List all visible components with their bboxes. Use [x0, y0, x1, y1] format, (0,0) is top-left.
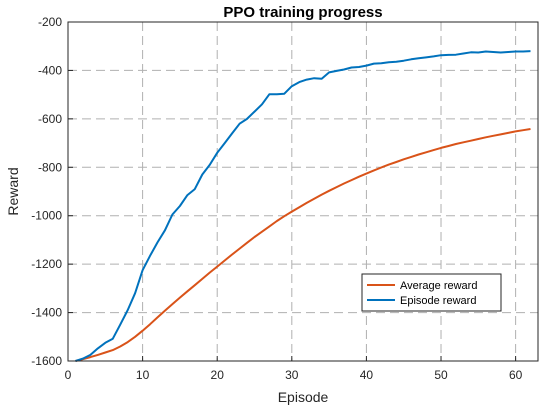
y-tick-label: -1400 [31, 306, 62, 320]
x-tick-label: 50 [434, 368, 448, 382]
series-line-episode-reward [75, 50, 531, 362]
series-line-average-reward [75, 128, 531, 362]
x-tick-label: 60 [509, 368, 523, 382]
y-axis-label: Reward [5, 167, 21, 215]
legend: Average reward Episode reward [361, 273, 502, 312]
x-tick-label: 20 [211, 368, 225, 382]
chart-title: PPO training progress [223, 4, 382, 21]
legend-label-episode-reward: Episode reward [400, 295, 476, 307]
x-tick-label: 10 [136, 368, 150, 382]
x-axis-label: Episode [278, 389, 329, 405]
y-tick-label: -1200 [31, 257, 62, 271]
axes-box [67, 21, 539, 362]
x-tick-label: 40 [360, 368, 374, 382]
y-tick-label: -600 [38, 112, 62, 126]
x-tick-label: 0 [65, 368, 72, 382]
y-tick-label: -200 [38, 15, 62, 29]
y-tick-label: -400 [38, 63, 62, 77]
y-tick-label: -1000 [31, 209, 62, 223]
legend-label-average-reward: Average reward [400, 280, 477, 292]
x-tick-label: 30 [285, 368, 299, 382]
y-tick-label: -1600 [31, 354, 62, 368]
y-tick-label: -800 [38, 160, 62, 174]
axis-ticks: 0 10 20 30 40 50 60 -1600 -1400 -1200 -1000 -800 -60… [31, 15, 522, 382]
legend-box [361, 273, 502, 312]
series-lines [75, 50, 531, 362]
